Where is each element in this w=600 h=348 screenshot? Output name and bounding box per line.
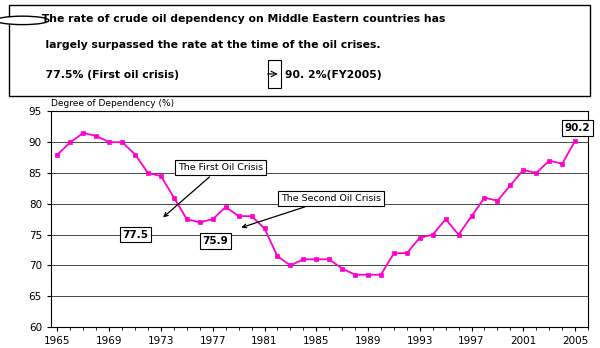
Text: The Second Oil Crisis: The Second Oil Crisis xyxy=(242,194,382,228)
Text: The First Oil Crisis: The First Oil Crisis xyxy=(164,163,263,216)
Text: The rate of crude oil dependency on Middle Eastern countries has: The rate of crude oil dependency on Midd… xyxy=(38,14,446,24)
FancyBboxPatch shape xyxy=(268,60,281,88)
Text: 90. 2%(FY2005): 90. 2%(FY2005) xyxy=(286,70,382,80)
Text: largely surpassed the rate at the time of the oil crises.: largely surpassed the rate at the time o… xyxy=(38,40,381,50)
Text: 75.9: 75.9 xyxy=(202,236,228,246)
Text: 77.5: 77.5 xyxy=(122,230,148,240)
Text: 90.2: 90.2 xyxy=(565,123,590,133)
Circle shape xyxy=(0,16,49,25)
Text: 77.5% (First oil crisis): 77.5% (First oil crisis) xyxy=(38,70,179,80)
Text: Degree of Dependency (%): Degree of Dependency (%) xyxy=(51,99,174,108)
FancyBboxPatch shape xyxy=(9,5,590,96)
